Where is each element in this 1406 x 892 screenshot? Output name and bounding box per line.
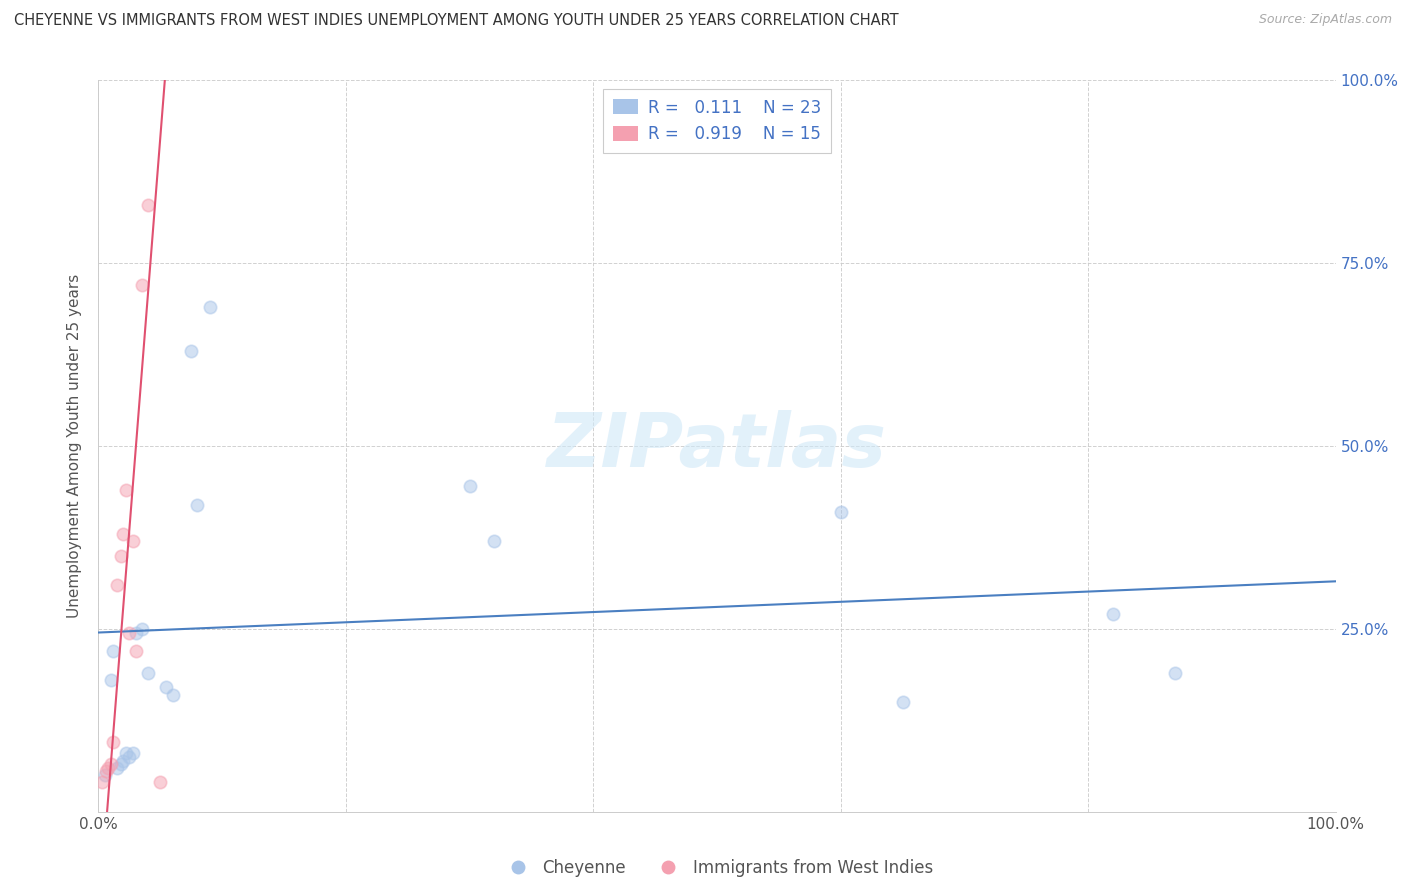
Point — [136, 197, 159, 211]
Point — [1102, 607, 1125, 622]
Y-axis label: Unemployment Among Youth under 25 years: Unemployment Among Youth under 25 years — [67, 274, 83, 618]
Legend: Cheyenne, Immigrants from West Indies: Cheyenne, Immigrants from West Indies — [495, 853, 939, 884]
Point — [458, 479, 481, 493]
Point — [830, 505, 852, 519]
Point — [93, 768, 115, 782]
Text: CHEYENNE VS IMMIGRANTS FROM WEST INDIES UNEMPLOYMENT AMONG YOUTH UNDER 25 YEARS : CHEYENNE VS IMMIGRANTS FROM WEST INDIES … — [14, 13, 898, 29]
Point — [131, 622, 153, 636]
Point — [484, 534, 506, 549]
Point — [155, 681, 177, 695]
Text: Source: ZipAtlas.com: Source: ZipAtlas.com — [1258, 13, 1392, 27]
Point — [110, 549, 132, 563]
Point — [124, 625, 146, 640]
Point — [136, 665, 159, 680]
Point — [91, 775, 114, 789]
Point — [149, 775, 172, 789]
Point — [103, 644, 125, 658]
Point — [186, 498, 208, 512]
Point — [122, 746, 145, 760]
Point — [105, 761, 128, 775]
Point — [94, 764, 117, 779]
Point — [103, 735, 125, 749]
Point — [112, 754, 135, 768]
Point — [100, 757, 122, 772]
Point — [112, 526, 135, 541]
Point — [131, 278, 153, 293]
Point — [124, 644, 146, 658]
Point — [180, 343, 202, 358]
Point — [118, 749, 141, 764]
Point — [114, 483, 136, 497]
Text: ZIPatlas: ZIPatlas — [547, 409, 887, 483]
Point — [118, 625, 141, 640]
Point — [122, 534, 145, 549]
Point — [891, 695, 914, 709]
Point — [97, 761, 120, 775]
Point — [105, 578, 128, 592]
Point — [114, 746, 136, 760]
Point — [1164, 665, 1187, 680]
Point — [162, 688, 184, 702]
Point — [198, 300, 221, 314]
Point — [110, 757, 132, 772]
Point — [100, 673, 122, 687]
